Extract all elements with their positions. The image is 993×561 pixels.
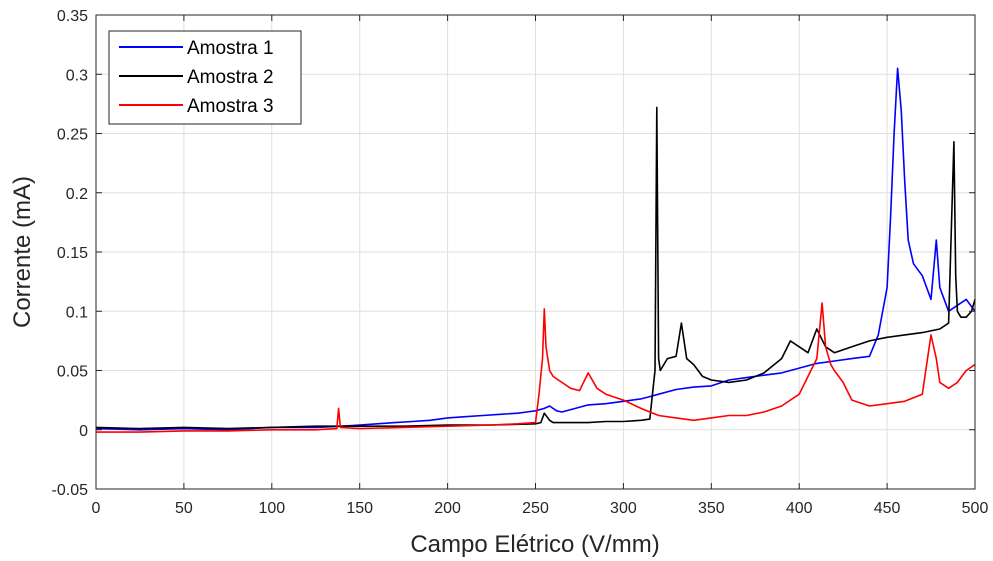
x-tick-label: 100: [258, 500, 285, 517]
series-line-amostra-1: [95, 67, 976, 431]
y-tick-label: 0.35: [57, 8, 88, 25]
x-tick-label: 50: [175, 500, 193, 517]
y-tick-label: 0.05: [57, 364, 88, 381]
series-line-amostra-3: [96, 302, 976, 433]
y-tick-label: 0.3: [66, 67, 88, 84]
legend: Amostra 1 Amostra 2 Amostra 3: [108, 30, 302, 125]
series-group: [95, 67, 976, 433]
x-tick-label: 150: [346, 500, 373, 517]
x-tick-label: 200: [434, 500, 461, 517]
x-tick-label: 0: [92, 500, 101, 517]
legend-label: Amostra 1: [187, 38, 274, 59]
y-tick-label: 0: [79, 423, 88, 440]
x-tick-label: 350: [698, 500, 725, 517]
legend-label: Amostra 2: [187, 67, 274, 88]
y-axis-title: Corrente (mA): [9, 176, 36, 328]
y-tick-label: 0.2: [66, 186, 88, 203]
x-tick-label: 400: [786, 500, 813, 517]
x-axis-title: Campo Elétrico (V/mm): [410, 531, 659, 558]
y-tick-label: 0.25: [57, 127, 88, 144]
y-tick-label: -0.05: [52, 482, 89, 499]
y-tick-label: 0.1: [66, 304, 88, 321]
y-tick-label: 0.15: [57, 245, 88, 262]
x-tick-label: 300: [610, 500, 637, 517]
x-tick-label: 250: [522, 500, 549, 517]
x-tick-label: 450: [874, 500, 901, 517]
axes: 0 50 100 150 200 250 300 350 400 450 500-0.0500.05…: [52, 8, 989, 517]
x-tick-label: 500: [962, 500, 989, 517]
legend-label: Amostra 3: [187, 96, 274, 117]
